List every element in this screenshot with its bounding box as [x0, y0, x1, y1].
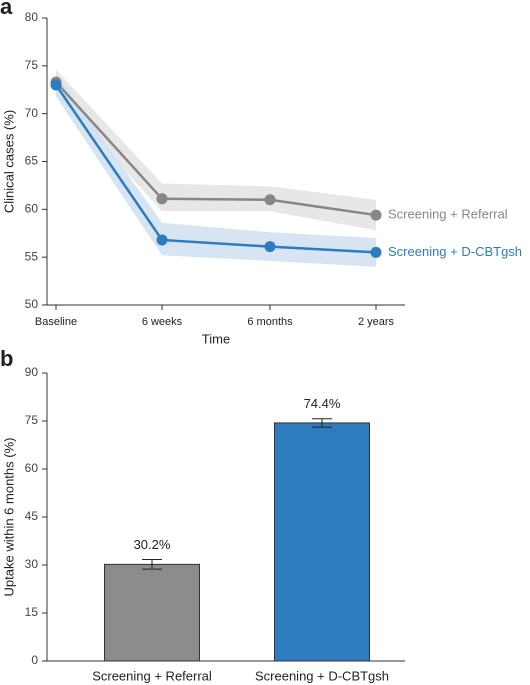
bar — [104, 563, 200, 662]
y-tick-label: 60 — [25, 461, 39, 475]
value-label: 74.4% — [304, 396, 341, 411]
series-label: Screening + Referral — [388, 207, 508, 222]
y-tick-label: 80 — [25, 10, 39, 24]
y-tick-label: 65 — [25, 154, 39, 168]
confidence-band — [56, 73, 376, 267]
y-tick-label: 75 — [25, 58, 39, 72]
bar — [274, 422, 370, 662]
x-tick-label: 6 weeks — [142, 316, 183, 328]
point — [50, 79, 62, 91]
series-label: Screening + D-CBTgsh — [388, 244, 522, 259]
point — [370, 246, 382, 258]
line — [54, 84, 377, 254]
y-tick-label: 30 — [25, 557, 39, 571]
y-tick-label: 45 — [25, 509, 39, 523]
panel-letter: b — [0, 346, 13, 371]
y-tick-label: 60 — [25, 202, 39, 216]
value-label: 30.2% — [134, 537, 171, 552]
point — [264, 194, 276, 206]
line — [55, 81, 377, 217]
y-tick-label: 70 — [25, 106, 39, 120]
point — [156, 234, 168, 246]
confidence-band — [56, 69, 376, 231]
y-tick-label: 55 — [25, 249, 39, 263]
y-tick-label: 50 — [25, 297, 39, 311]
point — [370, 209, 382, 221]
y-axis-label: Uptake within 6 months (%) — [1, 438, 16, 597]
y-tick-label: 0 — [31, 653, 38, 667]
y-tick-label: 90 — [25, 365, 39, 379]
panel-letter: a — [0, 0, 13, 19]
y-tick-label: 75 — [25, 413, 39, 427]
x-tick-label: 2 years — [358, 316, 395, 328]
x-tick-label: Screening + D-CBTgsh — [255, 668, 389, 683]
point — [156, 193, 168, 205]
y-axis-label: Clinical cases (%) — [1, 110, 16, 213]
point — [264, 241, 276, 253]
y-tick-label: 15 — [25, 605, 39, 619]
x-tick-label: 6 months — [247, 316, 293, 328]
x-tick-label: Baseline — [35, 316, 77, 328]
x-axis-label: Time — [202, 331, 230, 346]
x-tick-label: Screening + Referral — [92, 668, 212, 683]
